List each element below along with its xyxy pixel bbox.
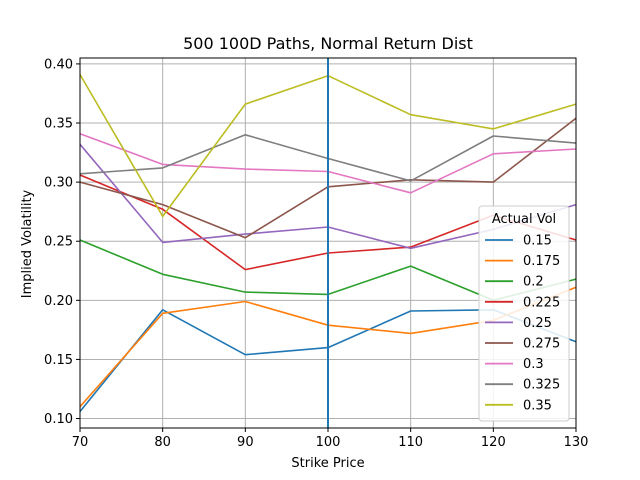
x-axis-ticks: 70 80 90 100 110 120 130 <box>72 428 589 450</box>
y-tick-label: 0.35 <box>44 117 73 132</box>
x-axis-label: Strike Price <box>291 456 364 471</box>
x-tick-label: 80 <box>154 435 171 450</box>
legend-label: 0.15 <box>523 234 552 249</box>
y-tick-label: 0.10 <box>44 412 73 427</box>
legend-title: Actual Vol <box>492 212 556 227</box>
x-tick-label: 130 <box>564 435 589 450</box>
x-tick-label: 100 <box>316 435 341 450</box>
legend-label: 0.25 <box>523 316 552 331</box>
legend-label: 0.175 <box>523 254 560 269</box>
x-tick-label: 120 <box>481 435 506 450</box>
y-tick-label: 0.30 <box>44 176 73 191</box>
chart-title: 500 100D Paths, Normal Return Dist <box>183 34 473 53</box>
y-tick-label: 0.15 <box>44 353 73 368</box>
y-tick-label: 0.25 <box>44 235 73 250</box>
legend-label: 0.275 <box>523 337 560 352</box>
x-tick-label: 90 <box>237 435 254 450</box>
legend-label: 0.3 <box>523 357 544 372</box>
legend-label: 0.325 <box>523 378 560 393</box>
legend-label: 0.35 <box>523 398 552 413</box>
y-tick-label: 0.40 <box>44 57 73 72</box>
y-axis-label: Implied Volatility <box>20 189 35 298</box>
x-tick-label: 70 <box>72 435 89 450</box>
legend-label: 0.225 <box>523 295 560 310</box>
x-tick-label: 110 <box>398 435 423 450</box>
legend-label: 0.2 <box>523 275 544 290</box>
y-tick-label: 0.20 <box>44 294 73 309</box>
legend: Actual Vol 0.15 0.175 0.2 0.225 0.25 0.275 0.3 0… <box>478 205 570 422</box>
y-axis-ticks: 0.10 0.15 0.20 0.25 0.30 0.35 0.40 <box>44 57 80 427</box>
